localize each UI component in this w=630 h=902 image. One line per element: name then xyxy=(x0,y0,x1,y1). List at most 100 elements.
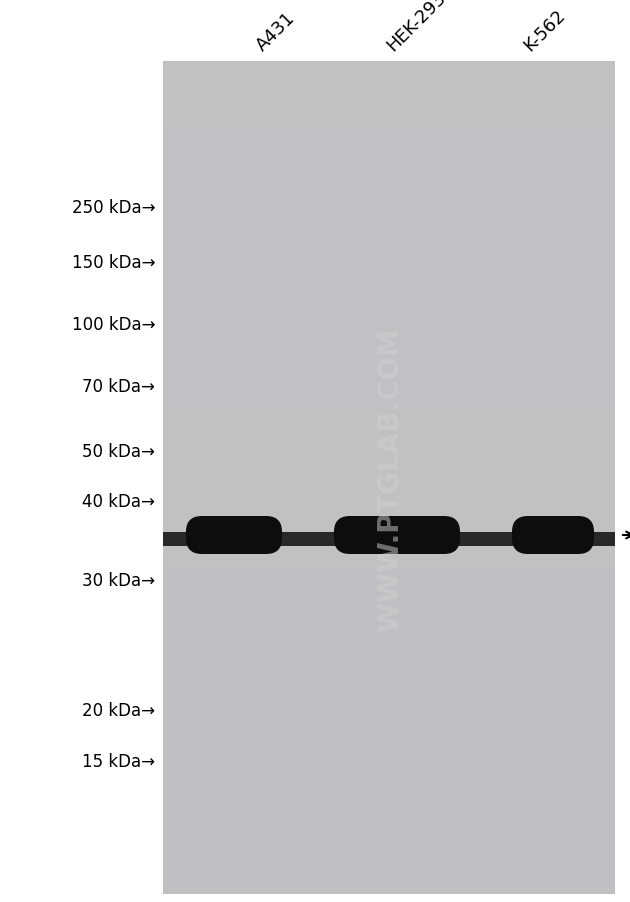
Text: 20 kDa→: 20 kDa→ xyxy=(82,701,155,719)
Bar xyxy=(163,736,615,744)
Text: 250 kDa→: 250 kDa→ xyxy=(71,198,155,216)
Bar xyxy=(163,62,615,70)
Bar xyxy=(163,78,615,87)
Bar xyxy=(163,611,615,620)
Bar xyxy=(163,852,615,861)
Bar xyxy=(163,836,615,844)
Bar xyxy=(163,532,615,547)
Text: HEK-293: HEK-293 xyxy=(383,0,449,55)
Bar xyxy=(163,869,615,878)
Bar xyxy=(163,228,615,236)
Bar xyxy=(163,752,615,761)
Bar xyxy=(163,120,615,128)
Bar xyxy=(163,128,615,137)
Bar xyxy=(163,486,615,494)
Bar xyxy=(163,578,615,586)
Bar xyxy=(163,187,615,195)
Bar xyxy=(163,661,615,669)
Text: WWW.PTGLAB.COM: WWW.PTGLAB.COM xyxy=(376,327,404,631)
Text: 15 kDa→: 15 kDa→ xyxy=(82,752,155,770)
Bar xyxy=(163,636,615,644)
Bar xyxy=(163,453,615,461)
Bar xyxy=(163,878,615,886)
Bar xyxy=(163,644,615,653)
Bar xyxy=(163,761,615,769)
Bar xyxy=(163,536,615,545)
Bar xyxy=(163,586,615,594)
Bar xyxy=(163,295,615,303)
Bar xyxy=(163,628,615,636)
Bar xyxy=(163,703,615,711)
Bar xyxy=(163,511,615,520)
Bar xyxy=(163,287,615,295)
Bar xyxy=(163,719,615,728)
Bar xyxy=(163,145,615,153)
Bar xyxy=(163,827,615,836)
Bar xyxy=(163,336,615,345)
Text: 40 kDa→: 40 kDa→ xyxy=(82,492,155,511)
Bar xyxy=(163,669,615,677)
Bar xyxy=(163,112,615,120)
Bar xyxy=(163,711,615,719)
Bar xyxy=(163,569,615,578)
Text: 100 kDa→: 100 kDa→ xyxy=(71,316,155,334)
Bar xyxy=(163,445,615,453)
Bar xyxy=(163,478,615,486)
Bar xyxy=(163,819,615,827)
Bar xyxy=(163,744,615,752)
Bar xyxy=(163,677,615,686)
Bar xyxy=(163,179,615,187)
Bar xyxy=(163,470,615,478)
Bar xyxy=(163,494,615,503)
Bar xyxy=(163,253,615,262)
Bar xyxy=(163,354,615,362)
Text: A431: A431 xyxy=(253,9,299,55)
FancyBboxPatch shape xyxy=(512,517,594,555)
Bar xyxy=(163,279,615,287)
Bar xyxy=(163,728,615,736)
Bar xyxy=(163,153,615,161)
Bar xyxy=(163,419,615,428)
Bar xyxy=(163,861,615,869)
Bar xyxy=(163,594,615,603)
Bar xyxy=(163,137,615,145)
Bar xyxy=(163,378,615,386)
Text: 70 kDa→: 70 kDa→ xyxy=(82,378,155,396)
Bar xyxy=(163,220,615,228)
Bar xyxy=(163,87,615,96)
Bar xyxy=(163,345,615,354)
Bar xyxy=(163,545,615,553)
Bar xyxy=(163,503,615,511)
Bar xyxy=(163,236,615,245)
Bar xyxy=(163,362,615,370)
Bar xyxy=(163,403,615,411)
Bar xyxy=(163,695,615,703)
Bar xyxy=(163,303,615,311)
FancyBboxPatch shape xyxy=(334,517,460,555)
Bar xyxy=(163,769,615,778)
Bar xyxy=(163,653,615,661)
Bar xyxy=(163,603,615,611)
Bar xyxy=(163,786,615,794)
Text: 30 kDa→: 30 kDa→ xyxy=(82,571,155,589)
Bar xyxy=(163,370,615,378)
Bar xyxy=(163,461,615,470)
Bar xyxy=(163,620,615,628)
Bar xyxy=(163,794,615,803)
Text: 50 kDa→: 50 kDa→ xyxy=(82,443,155,461)
Bar xyxy=(163,270,615,279)
Bar xyxy=(163,245,615,253)
Bar xyxy=(163,203,615,212)
Bar xyxy=(163,437,615,445)
Bar xyxy=(163,161,615,170)
Bar xyxy=(163,561,615,569)
Bar xyxy=(163,212,615,220)
Bar xyxy=(163,778,615,786)
Bar xyxy=(163,195,615,203)
Text: K-562: K-562 xyxy=(520,6,569,55)
Bar xyxy=(163,170,615,179)
Bar xyxy=(163,311,615,320)
Bar xyxy=(163,844,615,852)
Bar xyxy=(163,96,615,104)
Bar xyxy=(163,62,615,894)
